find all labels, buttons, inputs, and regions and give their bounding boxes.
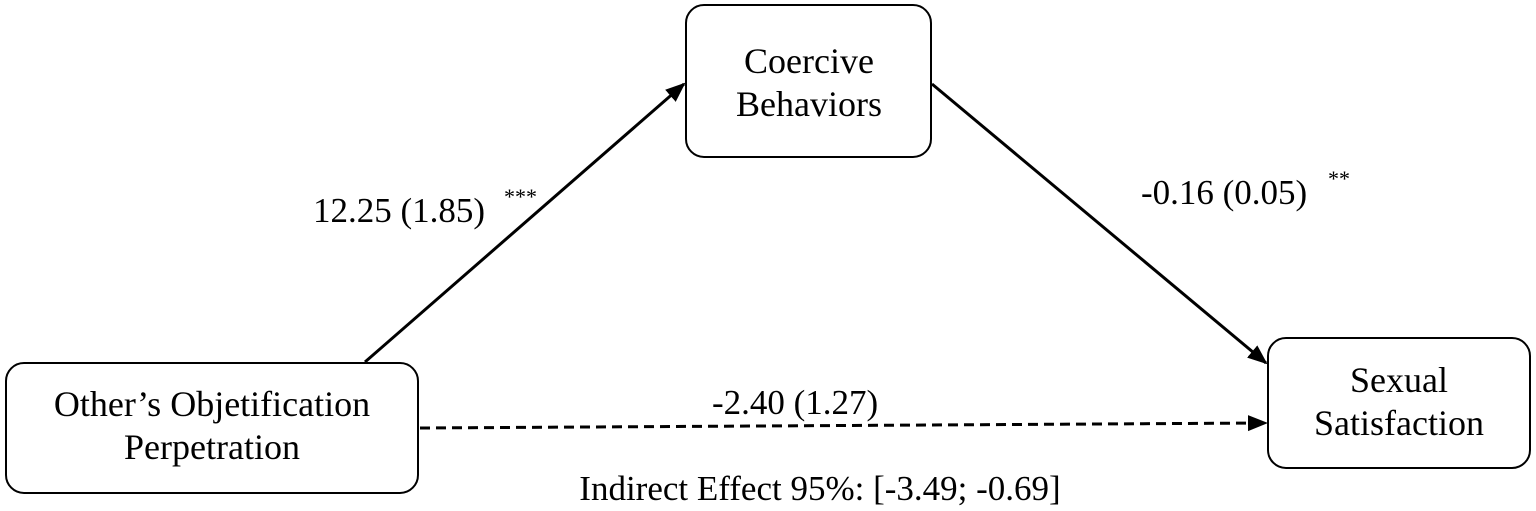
path-b-significance: ** bbox=[1328, 166, 1350, 191]
node-outcome: Sexual Satisfaction bbox=[1267, 337, 1531, 469]
path-c-prime-coefficient: -2.40 (1.27) bbox=[712, 383, 878, 422]
node-outcome-label-line1: Sexual bbox=[1350, 360, 1448, 400]
node-predictor-label-line2: Perpetration bbox=[124, 427, 300, 467]
node-predictor-label-line1: Other’s Objetification bbox=[54, 384, 370, 424]
node-mediator-label-line1: Coercive bbox=[744, 41, 874, 81]
path-a-arrow bbox=[364, 82, 686, 364]
path-b-arrow bbox=[931, 82, 1268, 365]
node-mediator-box bbox=[685, 4, 932, 158]
path-b-coefficient: -0.16 (0.05) bbox=[1141, 173, 1307, 212]
node-predictor-box bbox=[5, 362, 419, 494]
node-mediator: Coercive Behaviors bbox=[685, 4, 932, 158]
node-mediator-label-line2: Behaviors bbox=[736, 84, 882, 124]
path-a-significance: *** bbox=[504, 184, 537, 209]
path-c-prime-arrow bbox=[419, 415, 1268, 432]
node-outcome-box bbox=[1267, 337, 1531, 469]
path-a-coefficient: 12.25 (1.85) bbox=[313, 191, 485, 230]
indirect-effect-label: Indirect Effect 95%: [-3.49; -0.69] bbox=[579, 469, 1060, 508]
node-outcome-label-line2: Satisfaction bbox=[1314, 403, 1484, 443]
node-predictor: Other’s Objetification Perpetration bbox=[5, 362, 419, 494]
